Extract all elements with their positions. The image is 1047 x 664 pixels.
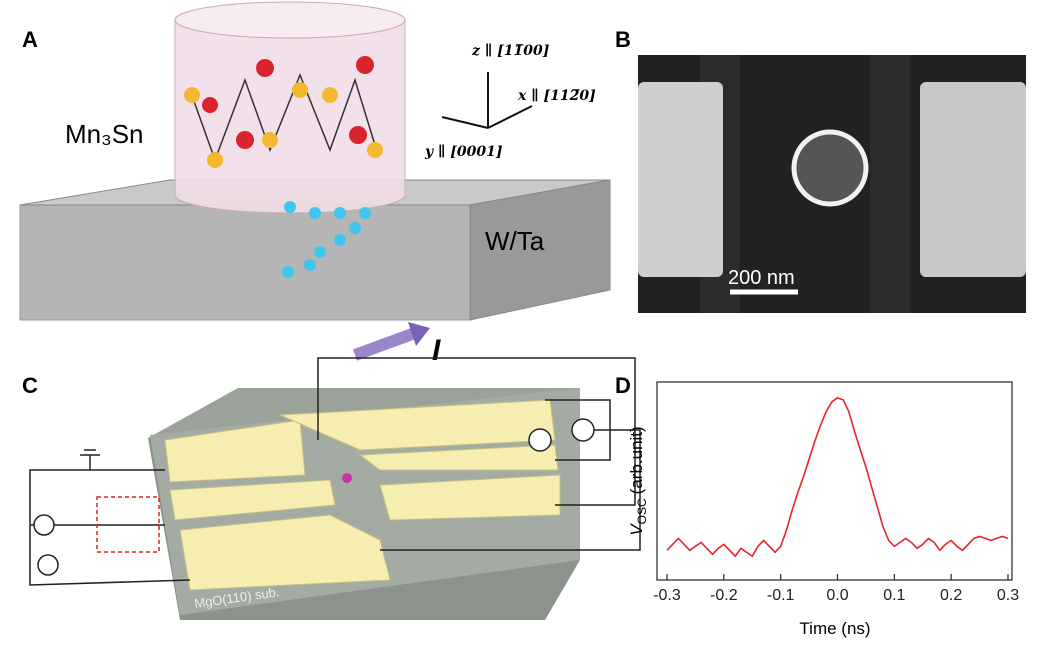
- electrode: [638, 82, 723, 277]
- panel-a: A Mn₃Sn W/Ta I z ∥ [11̅00] x ∥ [112̅0] y…: [19, 1, 611, 367]
- x-tick-label: 0.1: [883, 587, 905, 604]
- panel-label: C: [22, 373, 38, 398]
- axes-arrows: [441, 72, 533, 129]
- cylinder: [174, 19, 406, 214]
- x-tick-label: 0.0: [826, 587, 848, 604]
- panel-b: 200 nm B: [615, 27, 1026, 313]
- x-tick-label: -0.2: [710, 587, 738, 604]
- plot-frame: [656, 381, 1013, 581]
- panel-label: A: [22, 27, 38, 52]
- lattice: [189, 72, 376, 163]
- pads: [164, 399, 561, 591]
- slab-front: [19, 204, 471, 321]
- axis-label: x ∥ [112̅0]: [517, 88, 596, 104]
- x-tick-label: -0.1: [767, 587, 795, 604]
- current-arrow: [352, 327, 418, 361]
- y-label-symbol: V: [627, 523, 646, 536]
- circuit: [29, 357, 641, 586]
- scale-bar-label: 200 nm: [728, 267, 795, 289]
- x-tick-label: -0.3: [653, 587, 681, 604]
- pillar: [791, 129, 869, 207]
- spins: [282, 201, 371, 278]
- micrograph-band: [870, 55, 910, 313]
- current-arrowhead: [408, 322, 430, 346]
- material-label: W/Ta: [485, 226, 545, 256]
- atoms: [184, 82, 383, 168]
- panel-d: D Time (ns) VOSC (arb.unit) -0.3 -0.2 -0.1 0…: [615, 373, 1019, 638]
- y-label-subscript: OSC: [635, 498, 649, 524]
- data-line: [666, 397, 1009, 558]
- x-tick-label: 0.2: [940, 587, 962, 604]
- x-axis-label: Time (ns): [799, 619, 870, 638]
- cylinder-top: [174, 1, 406, 39]
- panel-label: B: [615, 27, 631, 52]
- axis-label: y ∥ [0001]: [424, 144, 503, 160]
- atoms-red: [202, 56, 374, 149]
- panel-label: D: [615, 373, 631, 398]
- current-label: I: [432, 334, 441, 367]
- axis-label: z ∥ [11̅00]: [471, 43, 550, 59]
- panel-c: MgO(110) sub. C: [22, 357, 641, 620]
- x-tick-label: 0.3: [997, 587, 1019, 604]
- y-axis-label: VOSC (arb.unit): [627, 426, 649, 535]
- slab-side: [469, 179, 611, 321]
- electrode: [920, 82, 1026, 277]
- y-label-unit: (arb.unit): [627, 426, 646, 494]
- device: [342, 473, 352, 483]
- bias-tee: [96, 496, 160, 553]
- material-label: Mn₃Sn: [65, 119, 144, 149]
